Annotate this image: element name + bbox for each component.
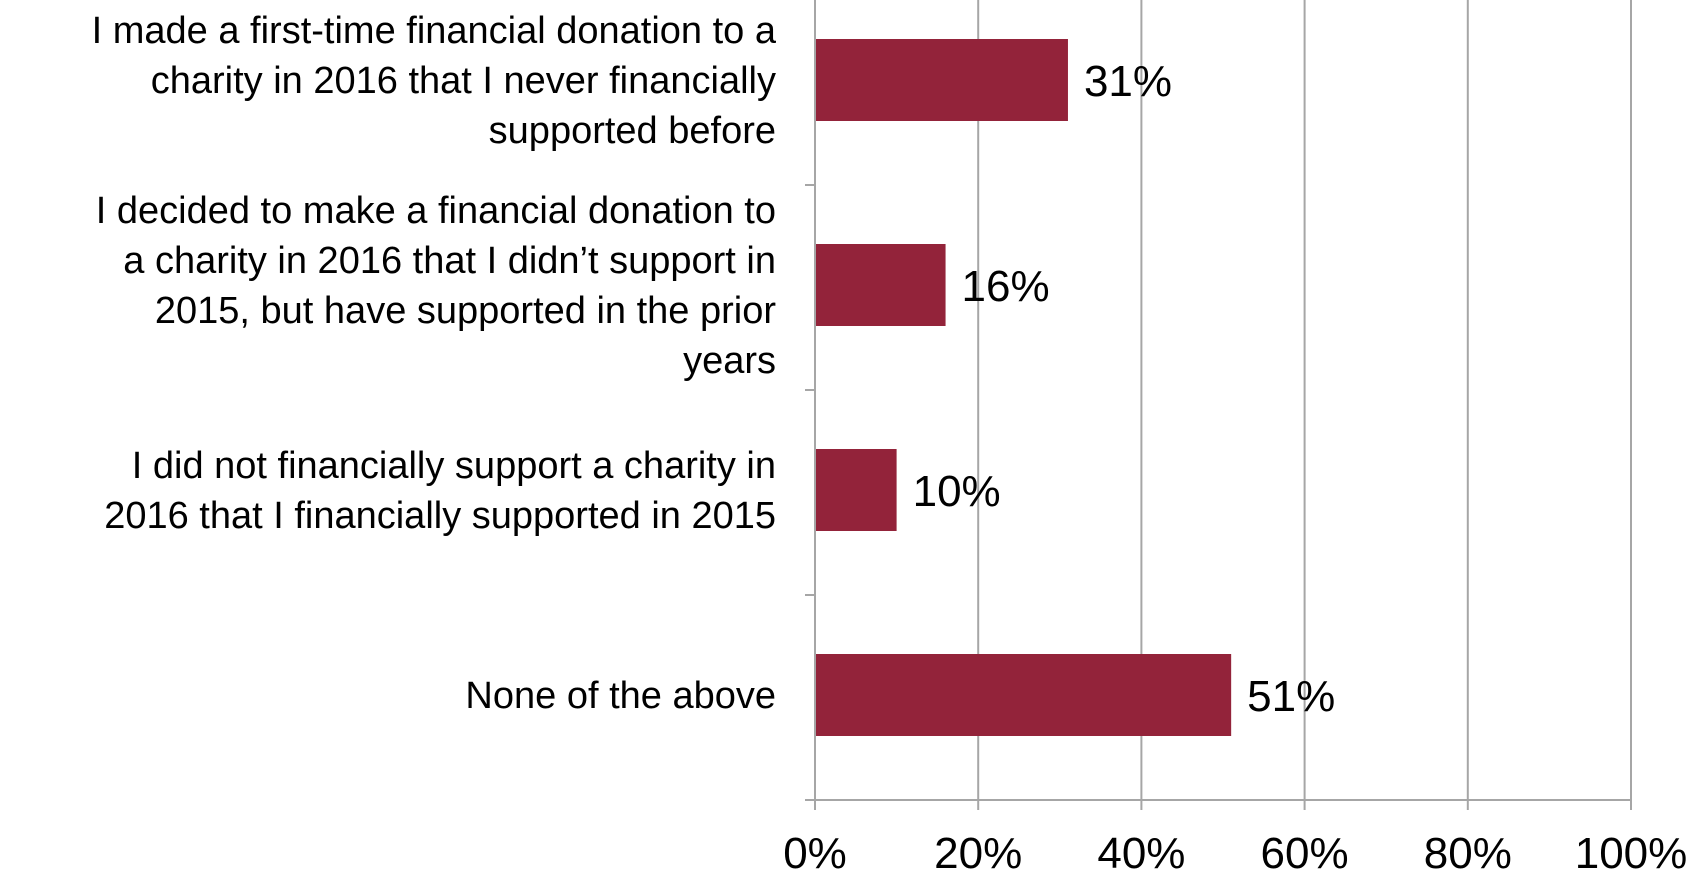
category-label-line: 2016 that I financially supported in 201…	[104, 495, 776, 537]
bar-3	[815, 449, 897, 531]
x-tick-label-20: 20%	[934, 829, 1022, 877]
data-label-3: 10%	[913, 467, 1001, 516]
data-label-2: 16%	[962, 262, 1050, 311]
x-tick-label-40: 40%	[1097, 829, 1185, 877]
bar-1	[815, 39, 1068, 121]
category-label-line: 2015, but have supported in the prior	[155, 290, 776, 332]
bar-4	[815, 654, 1232, 736]
category-label-line: a charity in 2016 that I didn’t support …	[123, 240, 776, 282]
category-label-2: I decided to make a financial donation t…	[96, 190, 777, 382]
category-label-line: I made a first-time financial donation t…	[92, 10, 777, 52]
x-tick-label-80: 80%	[1424, 829, 1512, 877]
category-label-1: I made a first-time financial donation t…	[92, 10, 777, 152]
category-label-line: I did not financially support a charity …	[132, 445, 776, 487]
x-tick-label-100: 100%	[1575, 829, 1688, 877]
bar-2	[815, 244, 946, 326]
category-label-line: supported before	[489, 110, 776, 152]
category-label-line: None of the above	[465, 675, 776, 717]
category-label-line: I decided to make a financial donation t…	[96, 190, 776, 232]
category-label-4: None of the above	[465, 675, 776, 717]
data-label-4: 51%	[1247, 672, 1335, 721]
data-label-1: 31%	[1084, 57, 1172, 106]
x-tick-label-0: 0%	[783, 829, 847, 877]
bars	[815, 39, 1232, 736]
x-tick-label-60: 60%	[1261, 829, 1349, 877]
labels: 31% I made a first-time financial donatio…	[92, 10, 1688, 877]
axes	[805, 0, 1632, 810]
category-label-3: I did not financially support a charity …	[104, 445, 776, 537]
category-label-line: years	[683, 340, 776, 382]
category-label-line: charity in 2016 that I never financially	[151, 60, 776, 102]
